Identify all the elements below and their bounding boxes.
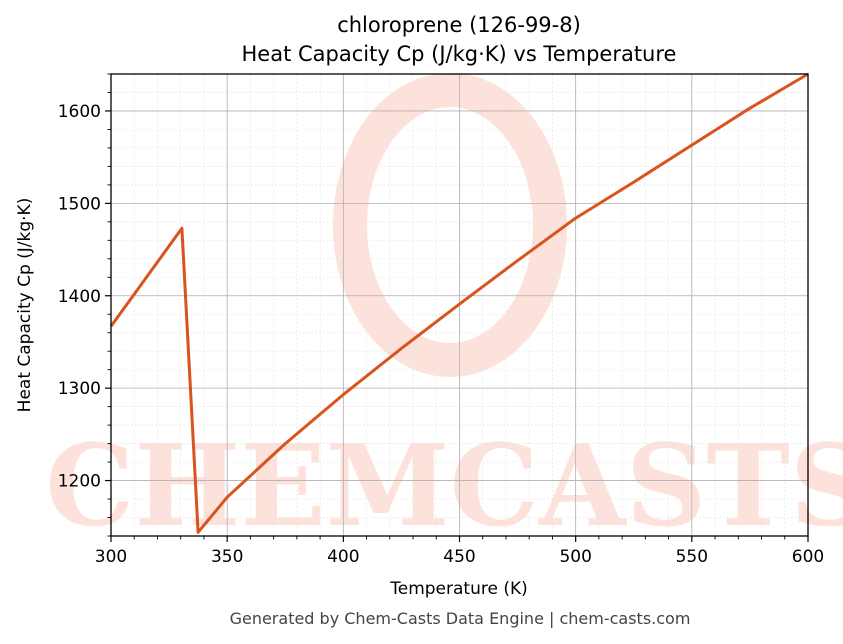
x-axis: 300 350 400 450 500 550 600 [95, 536, 824, 567]
watermark: CHEMCASTS [45, 73, 843, 552]
x-tick-label: 600 [792, 547, 824, 567]
x-axis-label: Temperature (K) [389, 579, 528, 599]
chart-title: chloroprene (126-99-8) [337, 13, 581, 37]
x-tick-label: 300 [95, 547, 127, 567]
y-tick-label: 1200 [58, 472, 101, 492]
y-axis-label: Heat Capacity Cp (J/kg·K) [15, 198, 35, 413]
y-tick-label: 1500 [58, 194, 101, 214]
watermark-logo-ring [333, 73, 567, 377]
x-tick-label: 550 [676, 547, 708, 567]
y-tick-label: 1400 [58, 287, 101, 307]
series-layer [109, 72, 809, 534]
series-line [109, 72, 809, 534]
y-tick-label: 1300 [58, 379, 101, 399]
y-tick-label: 1600 [58, 102, 101, 122]
x-tick-label: 450 [443, 547, 475, 567]
x-tick-label: 350 [211, 547, 243, 567]
x-tick-label: 400 [327, 547, 359, 567]
footer-credit: Generated by Chem-Casts Data Engine | ch… [230, 609, 691, 628]
watermark-text: CHEMCASTS [45, 421, 843, 552]
chart-subtitle: Heat Capacity Cp (J/kg·K) vs Temperature [242, 42, 677, 66]
y-axis: 1200 1300 1400 1500 1600 [58, 73, 111, 537]
x-tick-label: 500 [559, 547, 591, 567]
